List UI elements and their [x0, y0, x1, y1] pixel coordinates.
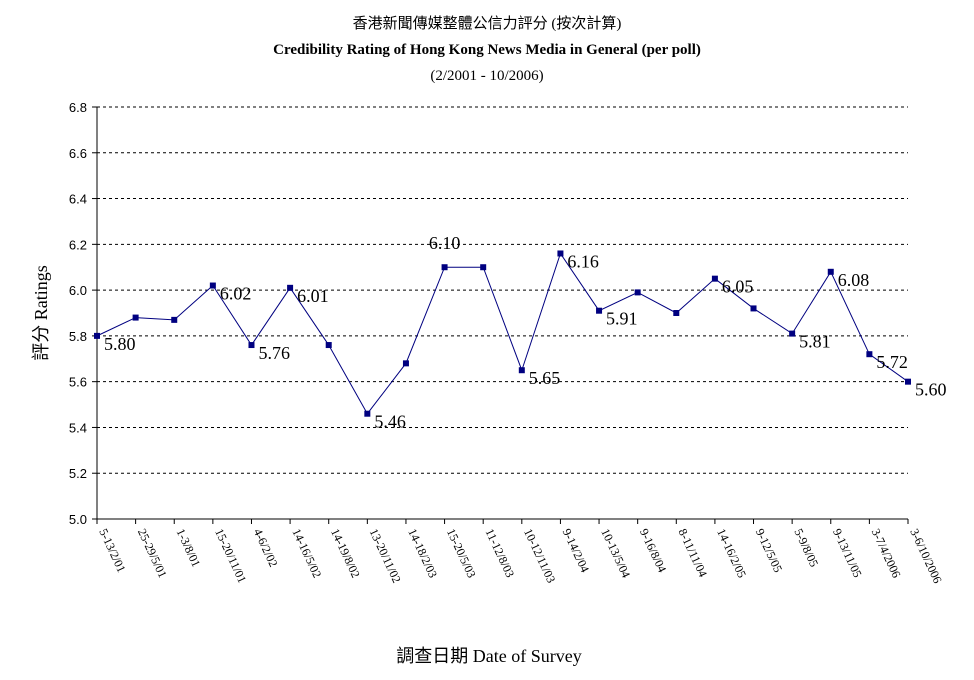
x-tick-label: 14-19/8/02	[328, 526, 363, 580]
data-point	[596, 307, 603, 314]
y-tick-label: 5.6	[69, 375, 87, 390]
x-tick-label: 25-29/5/01	[135, 526, 170, 580]
data-point	[518, 367, 525, 374]
x-tick-labels: 5-13/2/01 25-29/5/01 1-3/8/01 15-20/11/01 4-…	[96, 526, 944, 585]
y-tick-labels: 5.0 5.2 5.4 5.6 5.8 6.0 6.2 6.4 6.6 6.8	[69, 100, 87, 527]
data-point	[827, 268, 834, 275]
data-label: 5.72	[876, 352, 908, 372]
data-point	[209, 282, 216, 289]
data-point	[364, 410, 371, 417]
y-tick-label: 6.4	[69, 192, 87, 207]
x-tick-label: 9-12/5/05	[753, 526, 785, 574]
x-tick-label: 14-16/2/05	[714, 526, 749, 580]
x-tick-label: 13-20/11/02	[367, 526, 404, 585]
data-labels: 5.80 6.02 5.76 6.01 5.46 6.10 5.65 6.16 5.91 6.05…	[104, 233, 947, 431]
series-line	[96, 252, 909, 415]
x-tick-label: 10-13/5/04	[598, 526, 633, 580]
x-tick-label: 14-18/2/03	[405, 526, 440, 580]
data-label: 5.81	[799, 332, 831, 352]
data-label: 5.80	[104, 334, 136, 354]
data-label: 6.02	[220, 284, 252, 304]
data-label: 5.46	[374, 412, 406, 432]
data-label: 5.91	[606, 309, 638, 329]
y-tick-label: 5.0	[69, 512, 87, 527]
data-point	[866, 351, 873, 358]
x-tick-label: 9-14/2/04	[560, 526, 592, 574]
data-label: 6.05	[722, 277, 754, 297]
data-label: 6.10	[429, 233, 461, 253]
data-label: 5.60	[915, 380, 947, 400]
x-tick-label: 8-11/11/04	[676, 526, 711, 579]
x-tick-label: 15-20/11/01	[212, 526, 249, 585]
x-tick-label: 3-6/10/2006	[907, 526, 944, 585]
data-point	[711, 275, 718, 282]
data-point	[441, 264, 448, 271]
data-point	[673, 310, 680, 316]
x-tick-label: 15-20/5/03	[444, 526, 479, 580]
y-tick-label: 6.0	[69, 283, 87, 298]
y-tick-label: 6.6	[69, 146, 87, 161]
y-tick-label: 6.2	[69, 237, 87, 252]
y-tick-label: 5.4	[69, 420, 87, 435]
chart-title-chinese: 香港新聞傳媒整體公信力評分 (按次計算)	[353, 14, 622, 32]
data-point	[171, 316, 178, 323]
data-point	[94, 332, 100, 339]
data-point	[287, 284, 294, 291]
gridlines	[97, 106, 908, 474]
data-point	[789, 330, 796, 337]
series-ratings	[94, 250, 911, 417]
data-point	[248, 342, 255, 349]
y-tick-label: 5.8	[69, 329, 87, 344]
y-axis-label: 評分 Ratings	[31, 265, 51, 361]
x-tick-label: 3-7/4/2006	[869, 526, 904, 580]
data-point	[325, 342, 332, 349]
axes	[92, 106, 909, 524]
data-point	[634, 289, 641, 296]
x-tick-label: 11-12/8/03	[482, 526, 517, 579]
x-tick-label: 5-9/8/05	[791, 526, 821, 569]
x-tick-label: 14-16/5/02	[289, 526, 324, 580]
data-label: 6.01	[297, 286, 329, 306]
data-point	[750, 305, 757, 312]
x-tick-label: 10-12/11/03	[521, 526, 558, 585]
y-tick-label: 5.2	[69, 466, 87, 481]
data-point	[905, 378, 911, 385]
data-point	[480, 264, 487, 271]
chart-title: Credibility Rating of Hong Kong News Med…	[273, 42, 701, 58]
x-tick-label: 9-16/8/04	[637, 526, 669, 574]
data-label: 5.76	[258, 343, 290, 363]
x-tick-label: 1-3/8/01	[174, 526, 204, 569]
data-point	[402, 360, 409, 367]
data-point	[557, 250, 564, 257]
x-axis-label: 調查日期 Date of Survey	[396, 646, 581, 666]
y-tick-label: 6.8	[69, 100, 87, 115]
data-point	[132, 314, 139, 321]
chart-subtitle: (2/2001 - 10/2006)	[430, 68, 543, 84]
x-tick-label: 9-13/11/05	[830, 526, 865, 579]
data-label: 5.65	[529, 368, 561, 388]
x-tick-label: 4-6/2/02	[251, 526, 281, 569]
x-tick-label: 5-13/2/01	[96, 526, 128, 574]
data-label: 6.08	[838, 270, 870, 290]
data-label: 6.16	[567, 251, 599, 271]
